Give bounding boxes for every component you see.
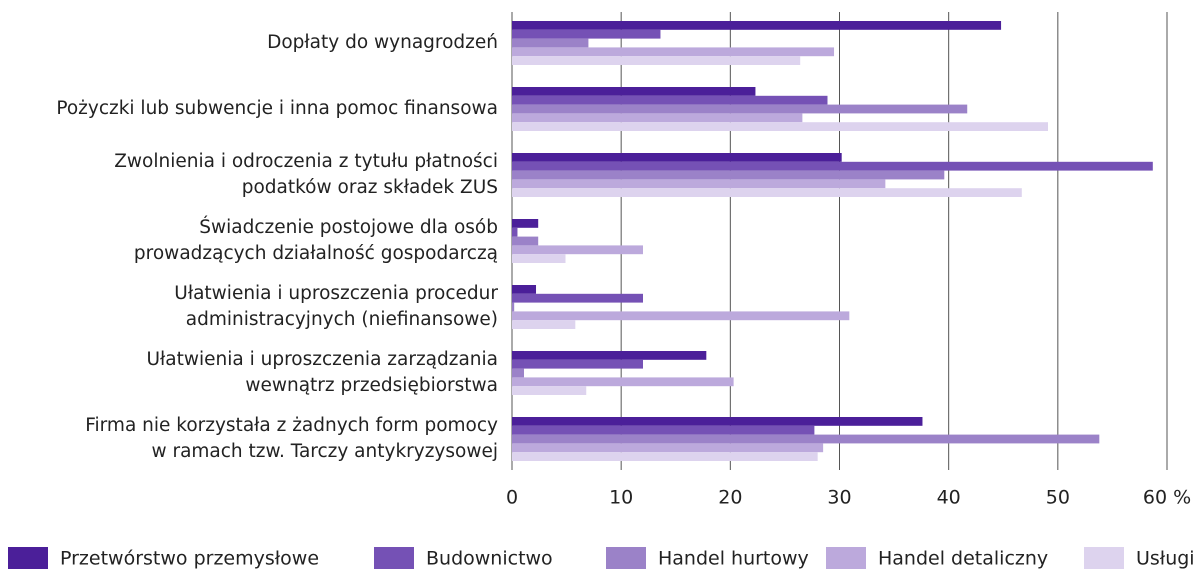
legend-swatch: [826, 547, 866, 569]
bar: [512, 285, 537, 294]
bar: [512, 359, 643, 369]
bar: [512, 179, 886, 189]
legend-label: Handel hurtowy: [658, 548, 809, 569]
bar: [512, 302, 515, 312]
x-tick-label: 50: [1046, 487, 1070, 509]
bar: [512, 219, 539, 228]
bar: [512, 161, 1153, 171]
bar: [512, 311, 850, 321]
bar: [512, 21, 1002, 30]
bar: [512, 87, 756, 96]
legend-swatch: [8, 547, 48, 569]
bar: [512, 443, 824, 453]
bar: [512, 104, 968, 114]
category-label: Firma nie korzystała z żadnych form pomo…: [85, 415, 498, 462]
legend-label: Handel detaliczny: [878, 548, 1048, 569]
bar: [512, 236, 539, 246]
category-label: Dopłaty do wynagrodzeń: [267, 32, 498, 53]
bar: [512, 351, 707, 360]
bar: [512, 425, 815, 435]
bar: [512, 113, 803, 123]
bar: [512, 320, 576, 329]
bar: [512, 95, 828, 105]
legend-swatch: [606, 547, 646, 569]
bar: [512, 254, 566, 263]
legend-swatch: [1084, 547, 1124, 569]
legend-label: Przetwórstwo przemysłowe: [60, 548, 319, 569]
category-label: Pożyczki lub subwencje i inna pomoc fina…: [56, 98, 498, 119]
category-label: Ułatwienia i uproszczenia zarządzania we…: [146, 349, 498, 396]
x-tick-label: 0: [506, 487, 518, 509]
x-tick-label: 40: [937, 487, 961, 509]
bar: [512, 170, 945, 180]
bar: [512, 434, 1100, 444]
bar: [512, 29, 661, 39]
x-tick-label: 60 %: [1143, 487, 1191, 509]
x-tick-label: 20: [718, 487, 742, 509]
bar: [512, 153, 842, 162]
bar: [512, 227, 518, 237]
bar: [512, 452, 818, 461]
category-label: Zwolnienia i odroczenia z tytułu płatnoś…: [114, 151, 498, 198]
legend-label: Usługi: [1136, 548, 1195, 569]
bar: [512, 47, 835, 57]
bar: [512, 368, 525, 378]
x-tick-label: 10: [609, 487, 633, 509]
x-tick-label: 30: [827, 487, 851, 509]
category-label: Świadczenie postojowe dla osób prowadząc…: [133, 217, 498, 264]
bar: [512, 56, 801, 65]
category-label: Ułatwienia i uproszczenia procedur admin…: [174, 283, 498, 330]
legend-swatch: [374, 547, 414, 569]
bar: [512, 386, 587, 395]
bar: [512, 122, 1049, 131]
bar: [512, 417, 923, 426]
bar: [512, 245, 643, 255]
bar: [512, 38, 589, 48]
bar: [512, 293, 643, 303]
legend-label: Budownictwo: [426, 548, 553, 569]
bar: [512, 188, 1022, 197]
bar: [512, 377, 734, 387]
